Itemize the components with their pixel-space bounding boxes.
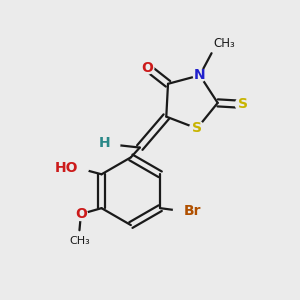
Text: CH₃: CH₃: [213, 37, 235, 50]
Circle shape: [173, 202, 191, 220]
Text: CH₃: CH₃: [69, 236, 90, 246]
Text: N: N: [194, 68, 206, 82]
Circle shape: [236, 97, 250, 112]
Text: H: H: [99, 136, 110, 150]
Text: O: O: [142, 61, 153, 75]
Circle shape: [74, 208, 87, 220]
Circle shape: [107, 138, 120, 151]
Text: Br: Br: [184, 204, 201, 218]
Text: S: S: [192, 122, 202, 135]
Circle shape: [141, 61, 154, 74]
Text: S: S: [238, 98, 248, 111]
Circle shape: [193, 69, 206, 82]
Text: O: O: [75, 207, 87, 221]
Circle shape: [70, 160, 88, 177]
Circle shape: [190, 121, 204, 136]
Text: HO: HO: [55, 161, 78, 176]
